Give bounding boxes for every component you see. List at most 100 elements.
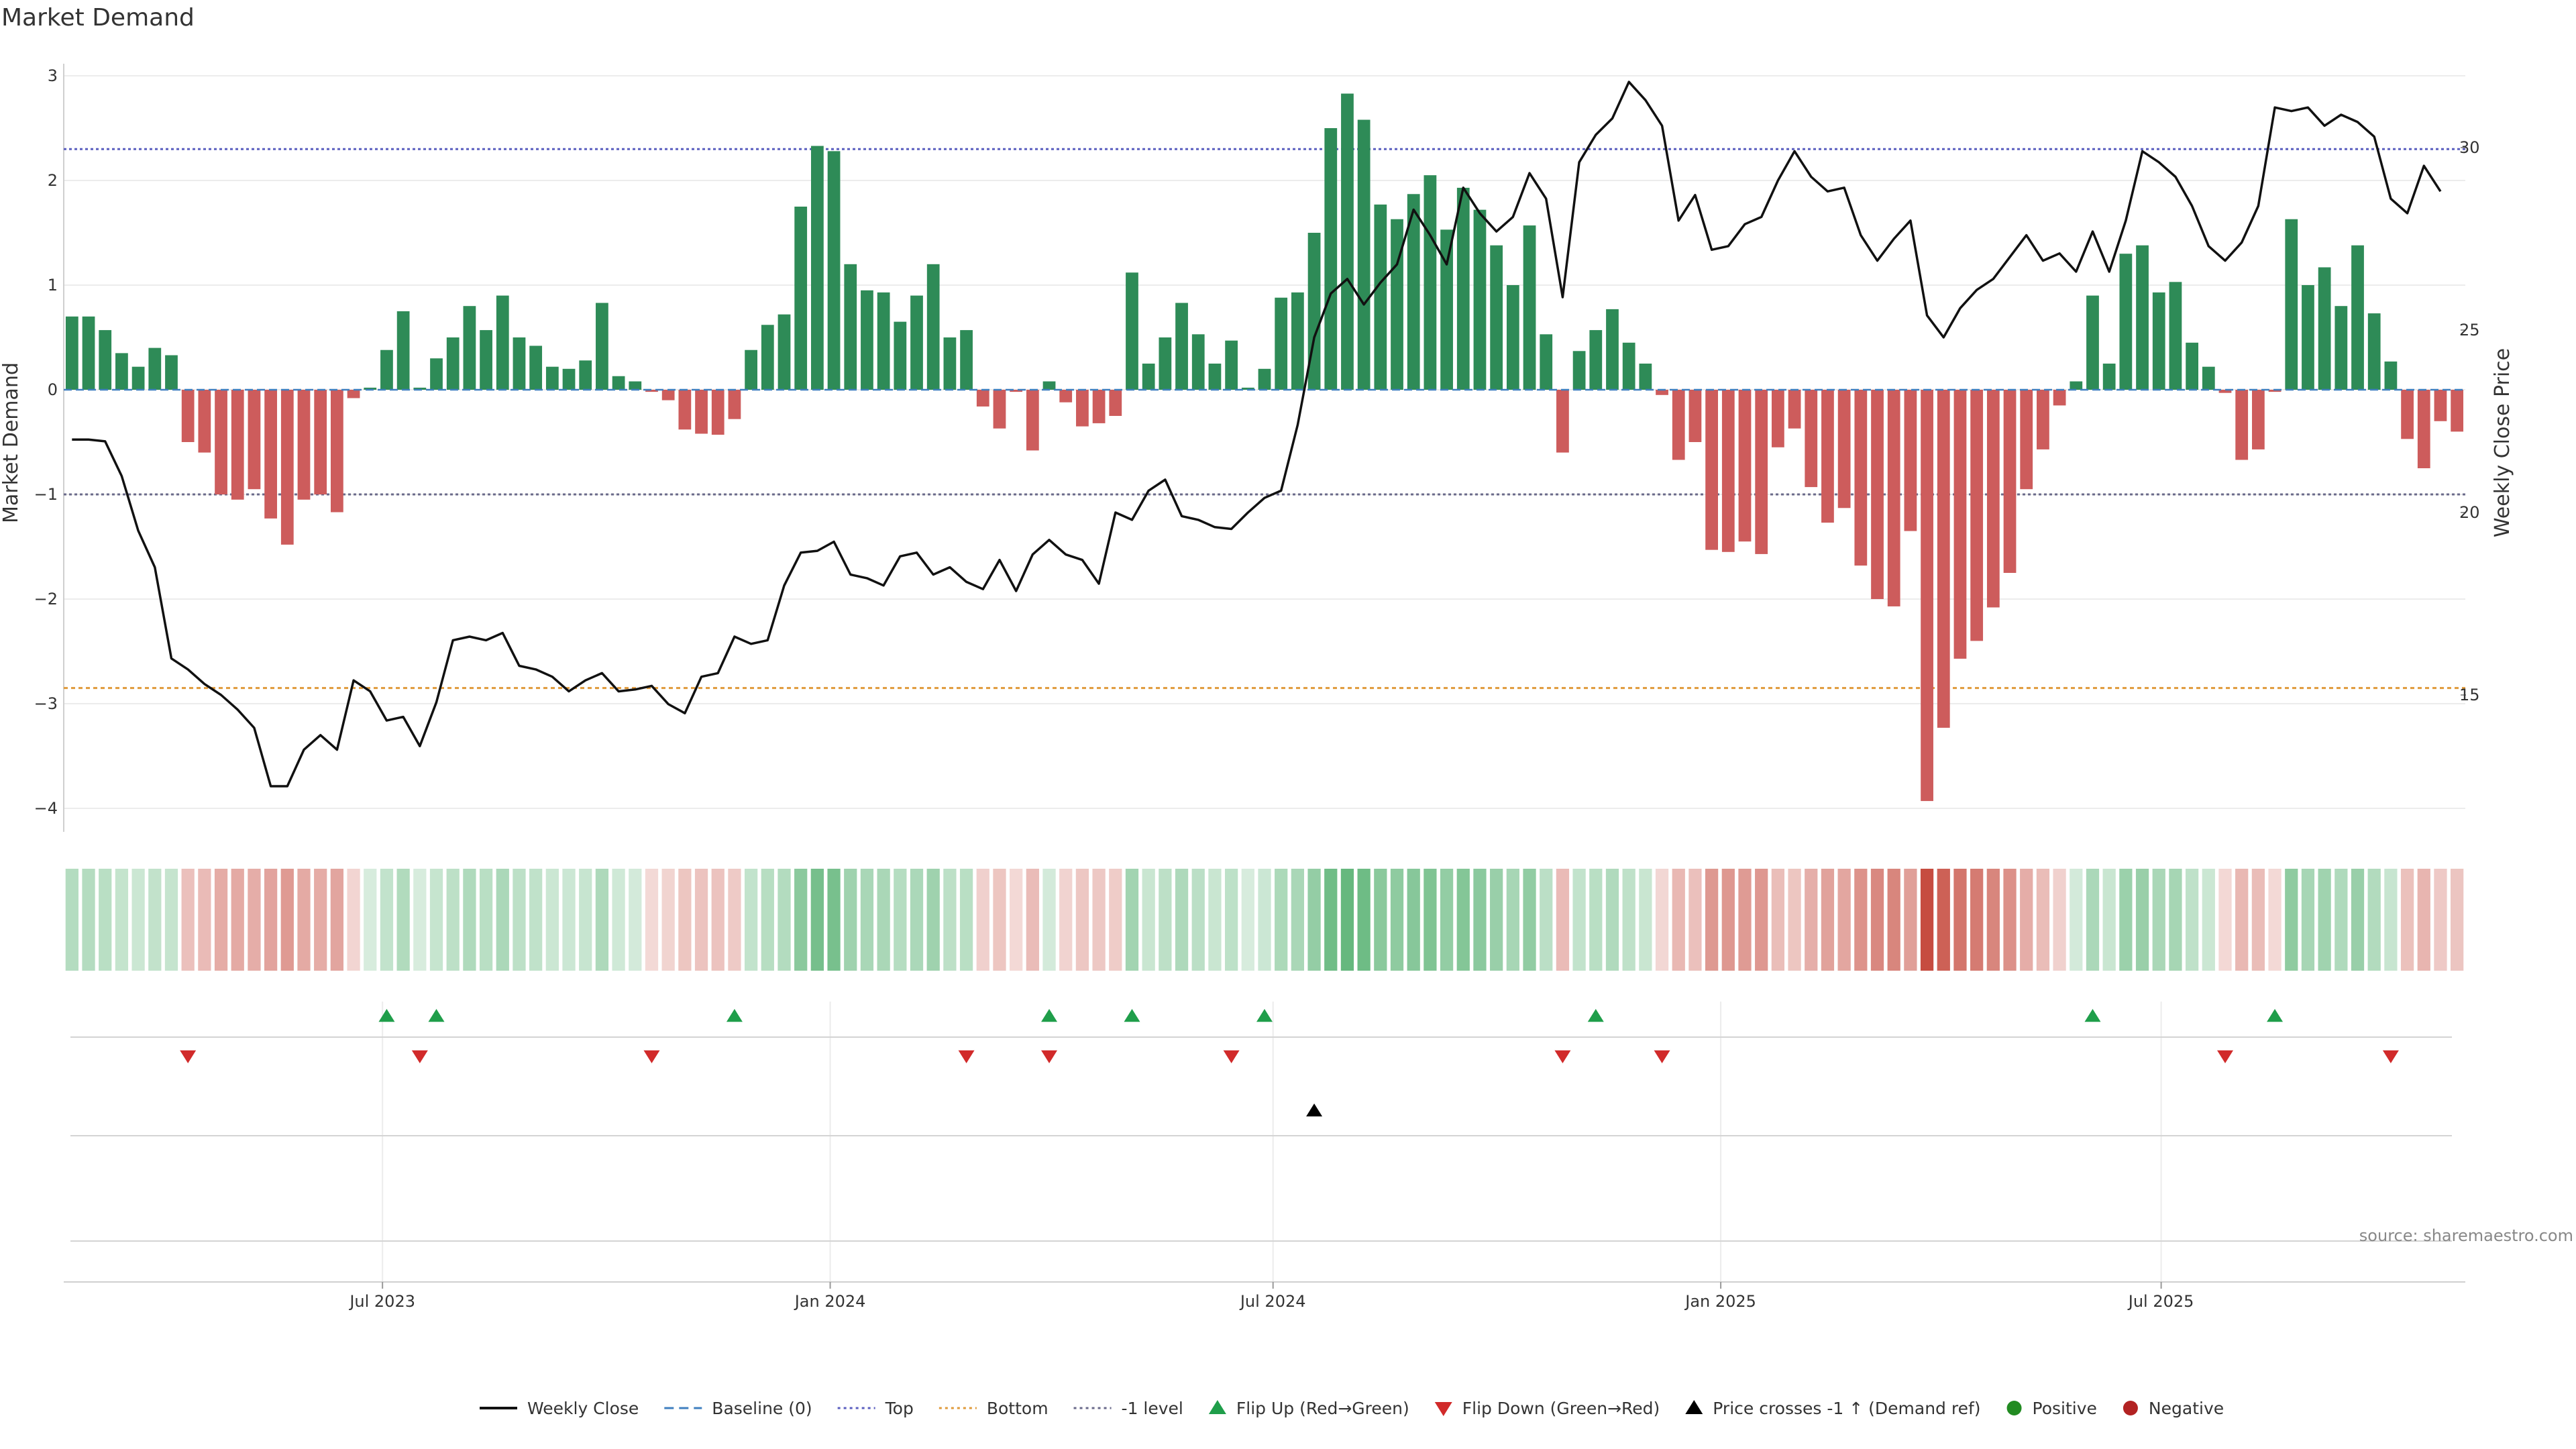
demand-bar (1042, 381, 1056, 390)
demand-bar (1837, 390, 1851, 508)
demand-bar (2401, 390, 2414, 439)
demand-bar (1572, 351, 1586, 390)
legend-swatch (1685, 1400, 1703, 1414)
strength-cell (959, 869, 973, 971)
strength-cell (926, 869, 940, 971)
demand-bar (661, 390, 675, 400)
demand-bar (65, 316, 78, 390)
flip-down-marker (1654, 1050, 1670, 1063)
legend-label: Top (885, 1399, 914, 1418)
strength-cell (214, 869, 228, 971)
legend-label: Bottom (987, 1399, 1049, 1418)
demand-bar (131, 366, 145, 390)
strength-cell (1109, 869, 1122, 971)
strength-cell (728, 869, 741, 971)
strength-cell (1688, 869, 1702, 971)
strength-cell (1374, 869, 1387, 971)
demand-bar (1523, 225, 1536, 390)
strength-cell (1456, 869, 1470, 971)
strength-cell (943, 869, 957, 971)
strength-cell (1540, 869, 1553, 971)
strength-cell (1324, 869, 1338, 971)
strength-cell (1805, 869, 1818, 971)
strength-cell (1589, 869, 1603, 971)
strength-cell (1275, 869, 1288, 971)
demand-bar (562, 368, 576, 390)
strength-cell (1407, 869, 1420, 971)
strength-cell (1970, 869, 1984, 971)
strength-cell (347, 869, 360, 971)
strength-cell (744, 869, 758, 971)
demand-bar (1109, 390, 1122, 416)
strength-cell (612, 869, 625, 971)
strength-cell (99, 869, 112, 971)
demand-bar (2318, 267, 2331, 390)
demand-bar (1126, 272, 1138, 390)
demand-bar (2251, 390, 2265, 449)
demand-bar (330, 390, 343, 513)
strength-cell (2169, 869, 2182, 971)
strength-cell (1224, 869, 1238, 971)
strength-cell (2451, 869, 2464, 971)
strength-cell (1904, 869, 1917, 971)
demand-bar (695, 390, 708, 434)
strength-cell (1655, 869, 1669, 971)
legend-label: Flip Up (Red→Green) (1236, 1399, 1409, 1418)
demand-bar (2218, 390, 2232, 393)
flip-up-marker (2084, 1009, 2101, 1022)
strength-cell (1191, 869, 1205, 971)
demand-bar (99, 330, 112, 390)
demand-bar (264, 390, 278, 519)
demand-bar (844, 264, 857, 390)
strength-cell (894, 869, 907, 971)
flip-up-marker (378, 1009, 395, 1022)
strength-cell (380, 869, 394, 971)
legend-swatch (1208, 1400, 1226, 1414)
strength-cell (1887, 869, 1900, 971)
demand-bar (596, 303, 608, 390)
strength-cell (1705, 869, 1719, 971)
y-tick-label: −2 (34, 590, 58, 608)
y2-axis-ticks: 15 20 25 30 (2459, 138, 2480, 704)
flip-up-marker (726, 1009, 743, 1022)
strength-cell (1953, 869, 1967, 971)
demand-bar (827, 151, 841, 390)
strength-cell (1986, 869, 2000, 971)
demand-bar (1705, 390, 1719, 550)
demand-bar (2119, 254, 2133, 390)
demand-bar (1622, 342, 1635, 390)
demand-bar (2334, 306, 2348, 390)
demand-bar (1159, 337, 1172, 390)
strength-cell (661, 869, 675, 971)
legend-label: Price crosses -1 ↑ (Demand ref) (1713, 1399, 1980, 1418)
strength-cell (2036, 869, 2050, 971)
demand-bar (1556, 390, 1569, 453)
demand-bar (2434, 390, 2447, 421)
source-note: source: sharemaestro.com (2359, 1226, 2573, 1245)
strength-cell (2135, 869, 2149, 971)
strength-cell (330, 869, 344, 971)
legend: Weekly Close Baseline (0) Top Bottom -1 leve… (480, 1399, 2224, 1418)
strength-cell (314, 869, 327, 971)
demand-bar (115, 353, 128, 390)
demand-bar (1258, 368, 1271, 390)
flip-down-marker (2217, 1050, 2233, 1063)
strength-cell (364, 869, 377, 971)
demand-bar (777, 314, 791, 390)
demand-bar (165, 355, 178, 390)
strength-cell (264, 869, 278, 971)
legend-label: Positive (2033, 1399, 2097, 1418)
strength-cell (2268, 869, 2282, 971)
demand-bar (1821, 390, 1834, 523)
x-axis-ticks: Jul 2023 Jan 2024 Jul 2024 Jan 2025 Jul 2025 (348, 1282, 2194, 1311)
strength-cell (777, 869, 791, 971)
demand-bar (297, 390, 311, 500)
strength-cell (496, 869, 509, 971)
strength-cell (1572, 869, 1586, 971)
strength-cell (2417, 869, 2430, 971)
strength-cell (1026, 869, 1039, 971)
y-tick-label: 1 (48, 276, 58, 294)
legend-item: Negative (2123, 1399, 2224, 1418)
strength-cell (976, 869, 989, 971)
